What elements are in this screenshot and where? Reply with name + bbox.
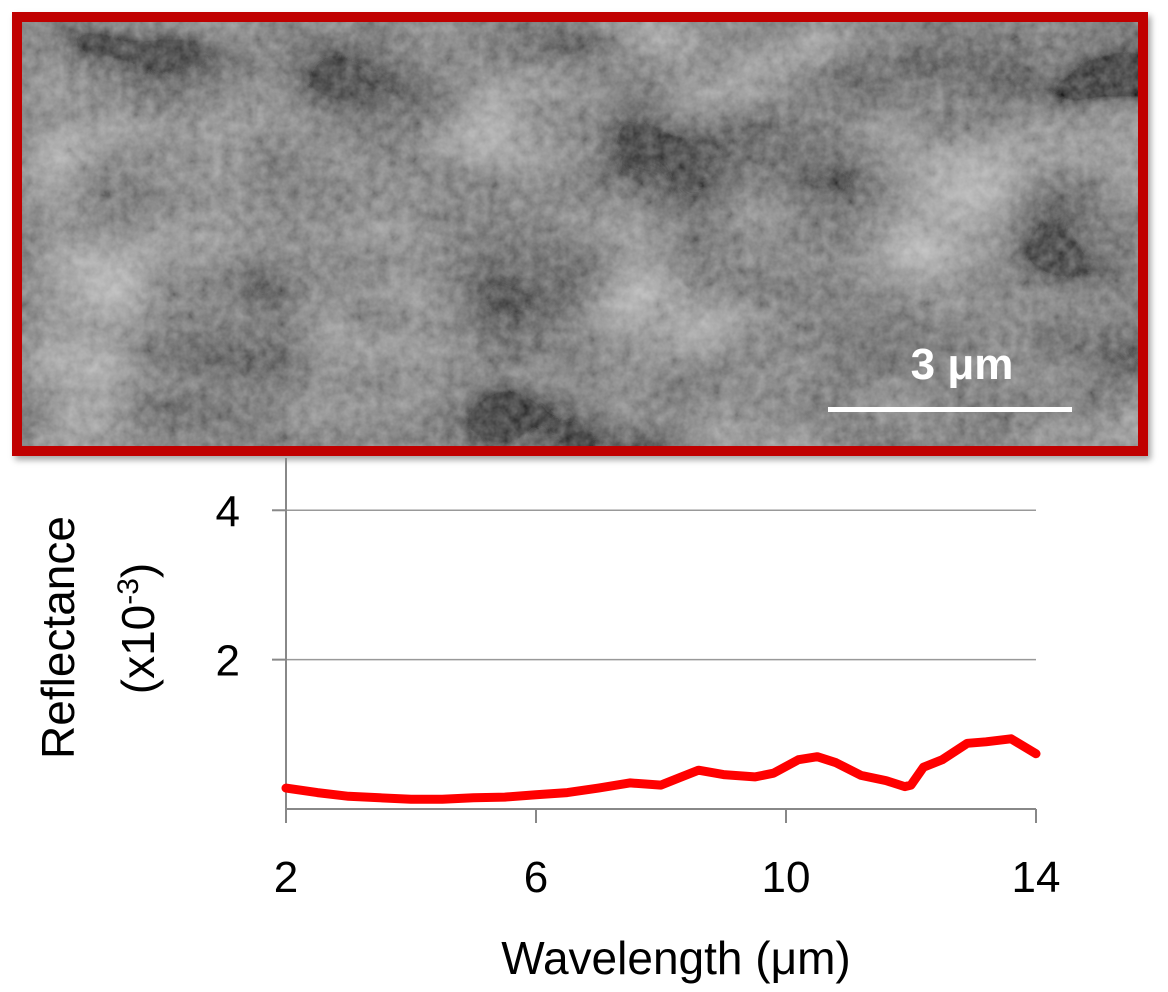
sem-micrograph: 3 μm (12, 12, 1148, 456)
x-tick-label-2: 2 (274, 853, 298, 902)
x-tick-label-10: 10 (762, 853, 811, 902)
x-axis-title: Wavelength (μm) (501, 932, 850, 984)
x-tick-label-6: 6 (524, 853, 548, 902)
reflectance-series-line (281, 734, 1041, 804)
y-ticks: 24 (216, 487, 286, 686)
reflectance-chart: 2 6 10 14 24 Wavelength (μm) Reflectance (x… (32, 458, 1061, 984)
scale-bar-label: 3 μm (910, 340, 1014, 389)
scale-bar (828, 407, 1072, 412)
y-axis-unit-base: (x10 (112, 605, 164, 694)
y-axis-unit: (x10-3) (112, 563, 165, 695)
sem-texture (22, 22, 1138, 446)
x-ticks: 2 6 10 14 (274, 809, 1061, 902)
y-axis-title: Reflectance (32, 516, 84, 759)
y-axis-unit-close: ) (112, 563, 164, 578)
gridlines (286, 509, 1036, 661)
y-tick-label-4: 4 (216, 487, 240, 536)
y-axis-unit-exponent: -3 (112, 578, 145, 605)
x-tick-label-14: 14 (1012, 853, 1061, 902)
y-tick-label-2: 2 (216, 637, 240, 686)
